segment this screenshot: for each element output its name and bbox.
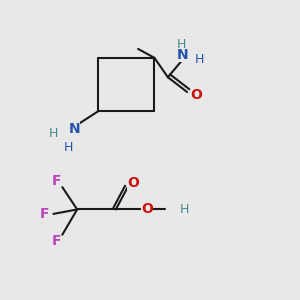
Text: F: F (52, 234, 61, 248)
Text: F: F (40, 207, 49, 221)
Text: H: H (64, 140, 73, 154)
Text: N: N (68, 122, 80, 136)
Text: H: H (179, 203, 189, 216)
Text: H: H (195, 53, 204, 66)
Text: O: O (191, 88, 203, 102)
Text: N: N (177, 49, 188, 62)
Text: O: O (127, 176, 139, 190)
Text: H: H (176, 38, 186, 51)
Text: O: O (141, 202, 153, 216)
Text: H: H (49, 127, 58, 140)
Text: F: F (52, 174, 61, 188)
